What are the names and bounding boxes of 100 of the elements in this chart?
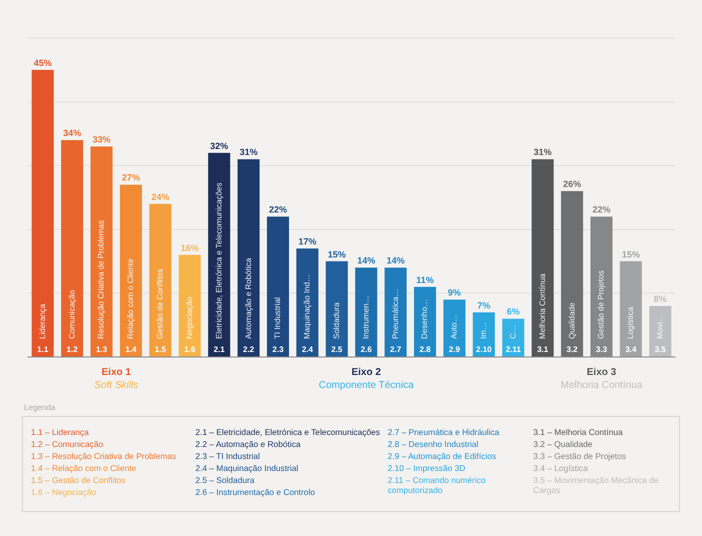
bar bbox=[178, 254, 201, 356]
annotation: TI Industrial bbox=[273, 296, 282, 339]
data-label: 26% bbox=[563, 179, 582, 190]
annotation: Desenho… bbox=[420, 298, 430, 339]
bar bbox=[649, 306, 672, 356]
annotation: Qualidade bbox=[567, 302, 576, 339]
annotation: Negociação bbox=[184, 296, 194, 339]
annotation: Logística bbox=[626, 306, 636, 339]
data-label: 15% bbox=[622, 249, 640, 260]
text: 3.3 – Gestão de Projetos bbox=[533, 451, 627, 461]
text: 2.9 – Automação de Edifícios bbox=[388, 451, 498, 461]
annotation: Relação com o Cliente bbox=[126, 258, 136, 339]
text: 1.4 – Relação com o Cliente bbox=[31, 463, 138, 473]
text: Componente Técnica bbox=[318, 380, 414, 391]
data-label: 32% bbox=[210, 140, 228, 151]
x-tick-label: 3.2 bbox=[566, 345, 578, 354]
bar bbox=[384, 268, 407, 356]
x-tick-label: 2.10 bbox=[476, 345, 492, 354]
annotation: Gestão de Projetos bbox=[596, 270, 606, 339]
bar bbox=[149, 204, 172, 356]
text: 2.7 – Pneumática e Hidráulica bbox=[388, 427, 500, 437]
annotation: C… bbox=[508, 325, 518, 339]
x-tick-label: 2.3 bbox=[272, 345, 284, 354]
bar bbox=[32, 70, 54, 356]
annotation: Gestão de Conflitos bbox=[156, 268, 165, 339]
bar bbox=[90, 146, 113, 356]
data-label: 45% bbox=[34, 58, 52, 68]
annotation: Liderança bbox=[38, 303, 47, 339]
x-tick-label: 2.6 bbox=[360, 345, 372, 354]
data-label: 34% bbox=[63, 128, 82, 138]
text: 1.1 – Liderança bbox=[31, 427, 90, 437]
x-tick-label: 2.8 bbox=[419, 345, 432, 354]
text: 2.1 – Eletricidade, Eletrónica e Telecomunicações bbox=[195, 427, 381, 437]
text: 2.6 – Instrumentação e Controlo bbox=[195, 487, 316, 497]
x-tick-label: 3.5 bbox=[654, 345, 666, 354]
annotation: Maquinação Ind… bbox=[302, 274, 312, 339]
text: 2.10 – Impressão 3D bbox=[388, 463, 466, 473]
data-label: 6% bbox=[506, 306, 520, 317]
x-tick-label: 1.4 bbox=[125, 345, 138, 354]
text: 3.1 – Melhoria Contínua bbox=[533, 427, 624, 437]
data-label: 11% bbox=[416, 274, 434, 285]
text: 3.4 – Logística bbox=[533, 463, 589, 473]
bar bbox=[120, 184, 142, 356]
x-tick-label: 1.2 bbox=[66, 345, 78, 354]
annotation: Automação e Robótica bbox=[244, 258, 253, 339]
data-label: 17% bbox=[298, 236, 316, 247]
bar bbox=[472, 312, 495, 356]
x-tick-label: 3.3 bbox=[596, 345, 608, 354]
x-tick-label: 2.11 bbox=[506, 345, 522, 354]
bar bbox=[266, 216, 290, 356]
text: 2.5 – Soldadura bbox=[195, 475, 256, 485]
x-tick-label: 1.6 bbox=[184, 345, 196, 354]
data-label: 27% bbox=[122, 172, 140, 183]
text: 2.8 – Desenho Industrial bbox=[388, 439, 480, 449]
x-tick-label: 1.1 bbox=[37, 345, 49, 354]
text: 1.3 – Resolução Criativa de Problemas bbox=[31, 451, 178, 461]
annotation: Auto… bbox=[450, 314, 459, 339]
x-tick-label: 2.9 bbox=[448, 345, 461, 354]
annotation: Pneumática… bbox=[390, 288, 400, 339]
annotation: Resolução Criativa de Problemas bbox=[96, 220, 106, 339]
data-label: 24% bbox=[151, 192, 170, 202]
data-label: 33% bbox=[92, 134, 111, 144]
text: Soft Skills bbox=[94, 380, 138, 391]
bar bbox=[561, 191, 584, 356]
text: 2.2 – Automação e Robótica bbox=[195, 439, 302, 449]
text: Eixo 3 bbox=[586, 366, 617, 378]
data-label: 9% bbox=[448, 288, 461, 298]
x-tick-label: 1.3 bbox=[96, 345, 108, 354]
data-label: 22% bbox=[592, 204, 610, 215]
annotation: Instrumen… bbox=[361, 295, 370, 339]
x-tick-label: 3.4 bbox=[625, 345, 637, 354]
data-label: 31% bbox=[534, 147, 552, 158]
text: Legenda bbox=[24, 403, 56, 412]
annotation: Movi… bbox=[656, 314, 664, 339]
x-tick-label: 1.5 bbox=[154, 345, 166, 354]
text: 1.5 – Gestão de Conflitos bbox=[31, 475, 127, 485]
annotation: Melhoria Contínua bbox=[538, 273, 547, 339]
annotation: Soldadura bbox=[332, 302, 341, 339]
bar bbox=[355, 268, 378, 356]
data-label: 15% bbox=[328, 249, 346, 260]
x-tick-label: 2.7 bbox=[390, 345, 402, 354]
text: Eixo 2 bbox=[351, 366, 382, 378]
bar bbox=[502, 318, 524, 356]
data-label: 31% bbox=[240, 147, 258, 158]
annotation: Im… bbox=[479, 322, 488, 339]
x-tick-label: 3.1 bbox=[537, 345, 549, 354]
annotation: Eletricidade, Eletrónica e Telecomunicações bbox=[214, 182, 224, 339]
annotation: Comunicação bbox=[67, 290, 76, 339]
bar bbox=[414, 286, 436, 356]
x-tick-label: 2.4 bbox=[302, 345, 314, 354]
bar bbox=[296, 248, 318, 356]
data-label: 22% bbox=[268, 204, 287, 215]
x-tick-label: 2.5 bbox=[331, 345, 343, 354]
text: 2.11 – Comando numérico computorizado bbox=[388, 475, 487, 495]
text: 1.6 – Negociação bbox=[31, 487, 98, 497]
data-label: 14% bbox=[386, 256, 405, 266]
x-tick-label: 2.2 bbox=[243, 345, 255, 354]
text: 1.2 – Comunicação bbox=[31, 439, 104, 449]
text: Eixo 1 bbox=[101, 366, 132, 378]
bar bbox=[443, 300, 466, 356]
